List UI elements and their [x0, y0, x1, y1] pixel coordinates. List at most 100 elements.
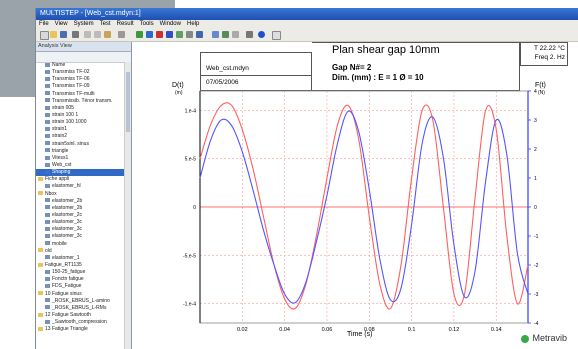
file-icon [45, 284, 50, 289]
menu-view[interactable]: View [54, 21, 68, 27]
tree-item-label: Fiche appli [45, 176, 70, 183]
tree-item[interactable]: _ROSK_EBRUS_L-RMs [36, 305, 124, 312]
file-icon [45, 84, 50, 89]
tree-item-label: FDS_Fatigue [52, 283, 82, 290]
tree-item[interactable]: triangle [36, 148, 124, 155]
export-icon[interactable] [222, 31, 229, 38]
file-icon [45, 69, 50, 74]
tree-item[interactable]: Web_cst [36, 162, 124, 169]
y-left-tick-label: 1.e-4 [185, 108, 197, 114]
tree-item[interactable]: _ROSK_EBRUS_L-amino [36, 298, 124, 305]
layout-icon[interactable] [212, 31, 219, 38]
tree-item[interactable]: FDS_Fatigue [36, 283, 124, 290]
tree-item[interactable]: elastomer_2b [36, 198, 124, 205]
tree-folder[interactable]: Nbox [36, 191, 124, 198]
y-right-tick-label: 3 [534, 118, 537, 124]
file-icon [45, 184, 50, 189]
tree-item[interactable]: Name [36, 62, 124, 69]
app-window: MULTISTEP - [Web_cst.mdyn:1] File View Sys… [35, 8, 578, 349]
y-right-tick-label: -2 [534, 263, 539, 269]
tree-item[interactable]: elastomer_3c [36, 219, 124, 226]
menu-test[interactable]: Test [99, 21, 111, 27]
tree-item[interactable]: elastomer_2c [36, 212, 124, 219]
tree-scrollbar[interactable] [124, 62, 131, 349]
tree-item[interactable]: Vitess1 [36, 155, 124, 162]
axis-icon[interactable] [196, 31, 203, 38]
copy-icon[interactable] [94, 31, 101, 38]
tree-item[interactable]: strain5sinl. sinus [36, 141, 124, 148]
paste-icon[interactable] [104, 31, 111, 38]
cursor-icon[interactable] [166, 31, 173, 38]
tree-item[interactable]: elastomer_1 [36, 255, 124, 262]
scale-icon[interactable] [186, 31, 193, 38]
tree-item-label: Nbox [45, 190, 57, 197]
file-icon [45, 148, 50, 153]
cut-icon[interactable] [84, 31, 91, 38]
tree-item-label: Fatigue_RT1135 [45, 261, 82, 268]
folder-icon [38, 176, 43, 181]
conditions-box: T 22.22 °C Freq 2. Hz [520, 42, 568, 66]
tree-item-label: triangle [52, 147, 69, 154]
new-file-icon[interactable] [40, 31, 49, 40]
info-icon[interactable] [258, 31, 265, 38]
tree-folder[interactable]: Fiche appli [36, 176, 124, 183]
menu-window[interactable]: Window [159, 21, 181, 27]
tree-folder[interactable]: 12 Fatigue Sawtooth [36, 312, 124, 319]
tree-item[interactable]: Fonctn fatigue [36, 276, 124, 283]
menu-system[interactable]: System [73, 21, 94, 27]
zoom-icon[interactable] [156, 31, 163, 38]
undo-icon[interactable] [118, 31, 125, 38]
file-icon [45, 319, 50, 324]
chart-area: Web_cst.mdyn 07/05/2006 Plan shear gap 1… [132, 42, 578, 349]
tree-item[interactable]: 150-25_fatigue [36, 269, 124, 276]
tree-item[interactable]: Transmiss TF-09 [36, 83, 124, 90]
file-icon [45, 134, 50, 139]
scrollbar-thumb[interactable] [126, 72, 130, 132]
tree-item-label: Transmiss TF-02 [52, 69, 90, 76]
menu-tools[interactable]: Tools [139, 21, 154, 27]
tree-item[interactable]: elastomer_3c [36, 226, 124, 233]
tree-item[interactable]: _Sawtooth_compression [36, 319, 124, 326]
save-icon[interactable] [60, 31, 67, 38]
tree-item[interactable]: elastomer_3c [36, 233, 124, 240]
y-right-tick-label: 2 [534, 147, 537, 153]
tree-item[interactable]: mobile [36, 241, 124, 248]
tree-item[interactable]: strain 100 1000 [36, 119, 124, 126]
y-left-axis-label: D(t) [172, 82, 184, 89]
help-icon[interactable] [272, 31, 281, 40]
grid-icon[interactable] [176, 31, 183, 38]
tree-item-label: strain2 [52, 133, 68, 140]
tree-folder[interactable]: old [36, 248, 124, 255]
tree-item[interactable]: Shaping [36, 169, 124, 177]
y-right-axis-unit: (N) [538, 90, 545, 96]
tree-folder[interactable]: Fatigue_RT1135 [36, 262, 124, 269]
file-name: Web_cst.mdyn [206, 65, 249, 72]
tree-item[interactable]: Transmiss TF-06 [36, 76, 124, 83]
report-icon[interactable] [232, 31, 239, 38]
tree-item[interactable]: strain1 [36, 126, 124, 133]
analysis-view-panel: Analysis View Name Transmiss TF-02 Transmi… [36, 42, 132, 349]
tree-item[interactable]: elastomer_hl [36, 183, 124, 190]
time-signal-chart[interactable]: 0.02 0.04 0.06 0.08 0.1 0.12 0.14 1.e-4 5.e-5 0 -5… [132, 42, 578, 349]
tree-item[interactable]: strain 005 [36, 105, 124, 112]
menu-result[interactable]: Result [116, 21, 134, 27]
folder-icon [38, 326, 43, 331]
tree-item[interactable]: Transmiss TF-02 [36, 69, 124, 76]
menu-file[interactable]: File [39, 21, 49, 27]
tree-item[interactable]: strain 100 1 [36, 112, 124, 119]
menu-help[interactable]: Help [186, 21, 200, 27]
tree-folder[interactable]: 10 Fatigue sinus [36, 291, 124, 298]
tree-item[interactable]: elastomer_2b [36, 205, 124, 212]
tree-item[interactable]: strain2 [36, 133, 124, 140]
open-folder-icon[interactable] [50, 31, 57, 38]
table-icon[interactable] [146, 31, 153, 38]
tree-item[interactable]: Transmissib. Ténor transm. [36, 98, 124, 105]
file-icon [45, 226, 50, 231]
tree-item-label: elastomer_2b [52, 197, 83, 204]
folder-icon [38, 248, 43, 253]
settings-icon[interactable] [246, 31, 253, 38]
tree-folder[interactable]: 13 Fatigue Triangle [36, 326, 124, 333]
tree-item[interactable]: Transmiss TF-multi [36, 91, 124, 98]
chart-icon[interactable] [136, 31, 143, 38]
print-icon[interactable] [72, 31, 79, 38]
